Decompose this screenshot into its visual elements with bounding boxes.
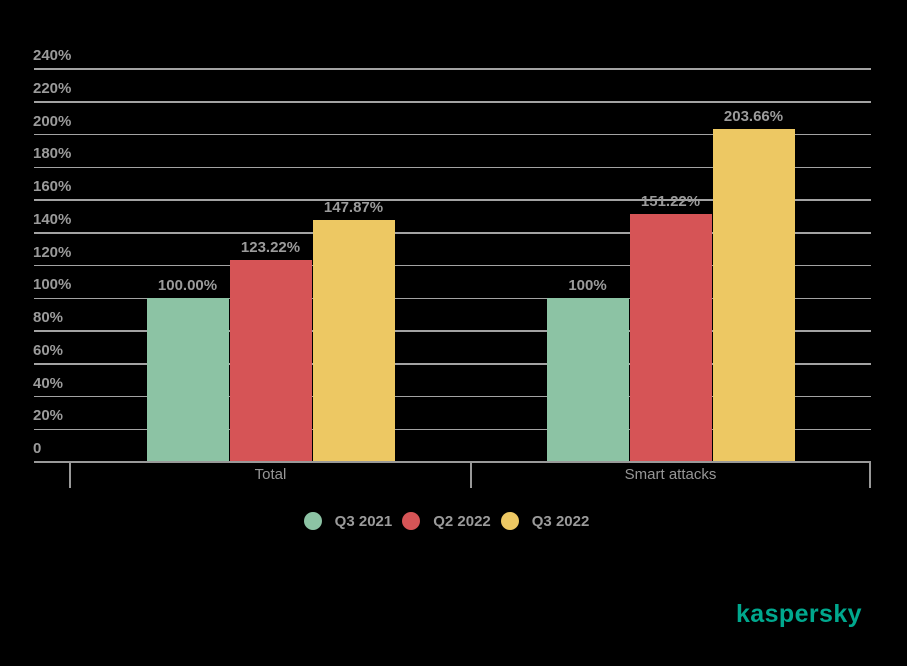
- kaspersky-logo: kaspersky: [736, 600, 862, 628]
- gridline: [34, 68, 871, 70]
- x-axis-line: [34, 460, 871, 463]
- bar-value-label: 203.66%: [723, 107, 784, 125]
- y-axis-tick-label: 40%: [33, 374, 64, 392]
- legend-label: Q3 2022: [531, 512, 590, 530]
- bar-q2-2022-smart-attacks: [629, 214, 712, 462]
- x-axis-tick: [470, 462, 472, 488]
- bar-q2-2022-total: [229, 260, 312, 462]
- y-axis-tick-label: 180%: [33, 145, 72, 163]
- gridline: [34, 133, 871, 136]
- x-axis-tick: [869, 462, 871, 488]
- bar-q3-2021-smart-attacks: [546, 298, 629, 462]
- bar-value-label: 147.87%: [323, 198, 384, 216]
- y-axis-tick-label: 80%: [33, 309, 64, 326]
- bar-value-label: 100%: [568, 277, 607, 295]
- y-axis-tick-label: 60%: [33, 341, 64, 359]
- legend-label: Q3 2021: [334, 512, 393, 530]
- bar-q3-2021-total: [146, 298, 229, 462]
- y-axis-tick-label: 20%: [33, 407, 64, 425]
- legend-item-q2-2022: Q2 2022: [402, 512, 491, 530]
- x-axis-category-label: Smart attacks: [624, 466, 717, 483]
- y-axis-tick-label: 200%: [33, 112, 72, 130]
- gridline: [34, 199, 871, 201]
- bar-q3-2022-total: [312, 219, 395, 462]
- gridline: [34, 101, 871, 103]
- gridline: [34, 297, 871, 299]
- x-axis-category-label: Total: [254, 466, 287, 483]
- gridline: [34, 166, 871, 168]
- legend-color-dot: [500, 512, 519, 530]
- legend-color-dot: [402, 512, 421, 530]
- legend-color-dot: [303, 512, 322, 530]
- y-axis-tick-label: 160%: [33, 178, 72, 195]
- bar-q3-2022-smart-attacks: [712, 128, 795, 462]
- y-axis-tick-label: 140%: [33, 210, 72, 228]
- legend-item-q3-2022: Q3 2022: [500, 512, 590, 530]
- gridline: [34, 395, 871, 398]
- gridline: [34, 264, 871, 267]
- bar-value-label: 123.22%: [240, 239, 301, 257]
- legend-item-q3-2021: Q3 2021: [303, 512, 393, 530]
- y-axis-tick-label: 240%: [33, 47, 72, 64]
- y-axis-tick-label: 220%: [33, 79, 72, 97]
- legend-label: Q2 2022: [433, 512, 491, 530]
- gridline: [34, 330, 871, 332]
- x-axis-tick: [69, 462, 71, 488]
- gridline: [34, 232, 871, 234]
- legend: Q3 2021 Q2 2022 Q3 2022: [0, 512, 900, 530]
- bar-value-label: 100.00%: [157, 277, 218, 295]
- gridline: [34, 428, 871, 430]
- y-axis-tick-label: 120%: [33, 243, 72, 261]
- y-axis-tick-label: 0: [33, 440, 42, 457]
- bar-value-label: 151.22%: [640, 193, 701, 211]
- y-axis-tick-label: 100%: [33, 276, 72, 294]
- gridline: [34, 363, 871, 365]
